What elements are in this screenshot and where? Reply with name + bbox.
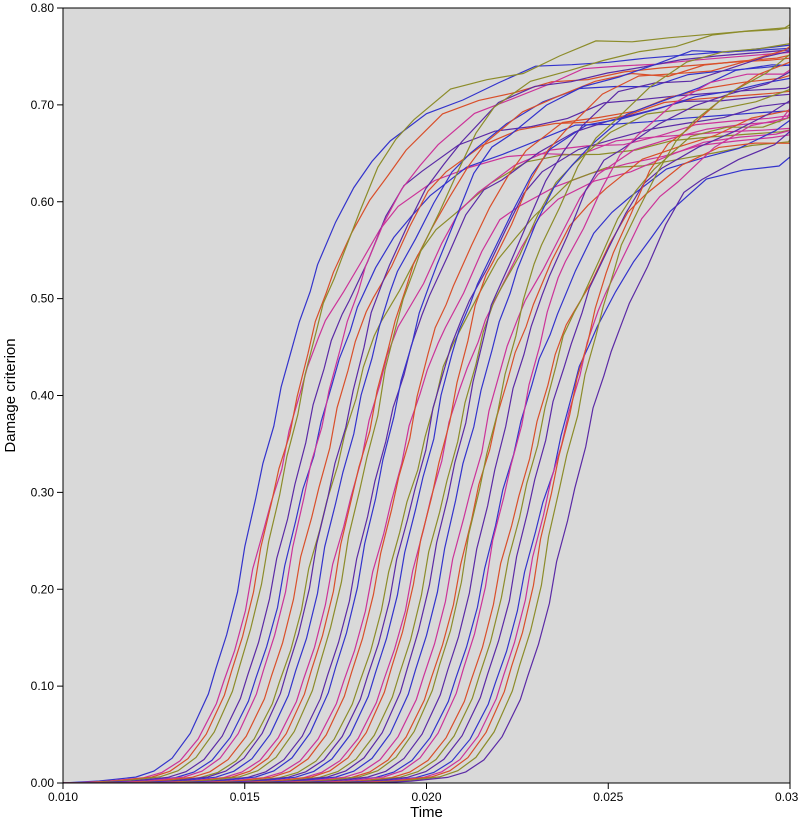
y-tick-label: 0.70 — [31, 98, 55, 112]
y-axis-label: Damage criterion — [2, 338, 19, 452]
y-tick-label: 0.30 — [31, 485, 55, 499]
y-tick-label: 0.60 — [31, 195, 55, 209]
y-tick-label: 0.00 — [31, 776, 55, 790]
y-tick-label: 0.50 — [31, 292, 55, 306]
x-axis-label: Time — [410, 804, 443, 819]
damage-criterion-chart: 0.010 0.015 0.020 0.025 0.030 0.00 0.10 0.20 0.3… — [0, 0, 798, 819]
x-tick-label: 0.010 — [48, 790, 78, 804]
x-tick-label: 0.030 — [775, 790, 798, 804]
x-tick-label: 0.025 — [593, 790, 623, 804]
y-tick-label: 0.10 — [31, 679, 55, 693]
y-tick-label: 0.20 — [31, 582, 55, 596]
x-tick-label: 0.015 — [230, 790, 260, 804]
y-tick-label: 0.80 — [31, 1, 55, 15]
x-tick-label: 0.020 — [411, 790, 441, 804]
y-tick-label: 0.40 — [31, 389, 55, 403]
